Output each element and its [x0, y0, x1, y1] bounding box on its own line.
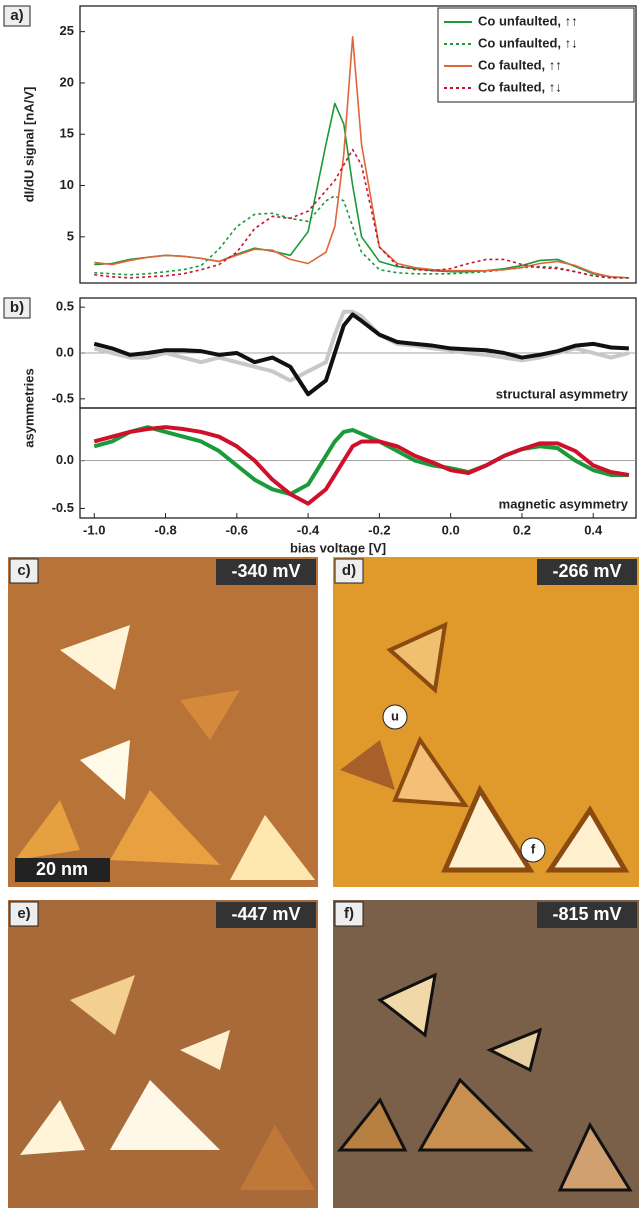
bias-label: -447 mV: [231, 904, 300, 924]
x-tick-label: -0.2: [368, 522, 390, 537]
legend-label: Co faulted, ↑↓: [478, 79, 562, 94]
x-tick-label: -1.0: [83, 522, 105, 537]
y-tick-label: 0.5: [56, 299, 74, 314]
y-tick-label: -0.5: [52, 390, 74, 405]
y-tick-label: -0.5: [52, 500, 74, 515]
panel-label: f): [344, 905, 354, 922]
y-tick-label: 20: [60, 74, 74, 89]
figure: 20 nm u f 5 10 15 20 25 a) dI/dU signal [nA/V]…: [0, 0, 639, 1208]
y-tick-label: 10: [60, 177, 74, 192]
x-tick-label: 0.0: [442, 522, 460, 537]
marker-f: f: [531, 841, 536, 856]
x-tick-label: 0.4: [584, 522, 603, 537]
scale-bar-label: 20 nm: [36, 859, 88, 879]
panel-label: e): [17, 905, 30, 922]
y-tick-label: 25: [60, 23, 74, 38]
y-tick-label: 5: [67, 228, 74, 243]
stm-image-e: [8, 900, 318, 1208]
stm-image-d: u f: [333, 557, 639, 887]
x-tick-label: -0.6: [226, 522, 248, 537]
stm-image-c: 20 nm: [8, 557, 318, 887]
x-tick-label: -0.4: [297, 522, 320, 537]
y-tick-label: 0.0: [56, 452, 74, 467]
marker-u: u: [391, 708, 399, 723]
panel-label: c): [17, 562, 30, 579]
legend-label: Co unfaulted, ↑↓: [478, 35, 578, 50]
legend-label: Co unfaulted, ↑↑: [478, 13, 578, 28]
x-axis-label: bias voltage [V]: [290, 540, 386, 555]
annotation: structural asymmetry: [496, 386, 629, 401]
y-axis-label: asymmetries: [21, 368, 36, 448]
series-line: [94, 427, 629, 504]
legend-label: Co faulted, ↑↑: [478, 57, 562, 72]
x-tick-label: 0.2: [513, 522, 531, 537]
panel-label: b): [10, 299, 24, 316]
series-line: [94, 150, 629, 278]
bias-label: -340 mV: [231, 561, 300, 581]
panel-label: a): [10, 7, 23, 24]
y-tick-label: 15: [60, 126, 74, 141]
bias-label: -266 mV: [552, 561, 621, 581]
y-axis-label: dI/dU signal [nA/V]: [21, 87, 36, 203]
x-tick-label: -0.8: [154, 522, 176, 537]
annotation: magnetic asymmetry: [499, 496, 629, 511]
y-tick-label: 0.0: [56, 344, 74, 359]
stm-image-f: [333, 900, 639, 1208]
bias-label: -815 mV: [552, 904, 621, 924]
panel-label: d): [342, 562, 356, 579]
